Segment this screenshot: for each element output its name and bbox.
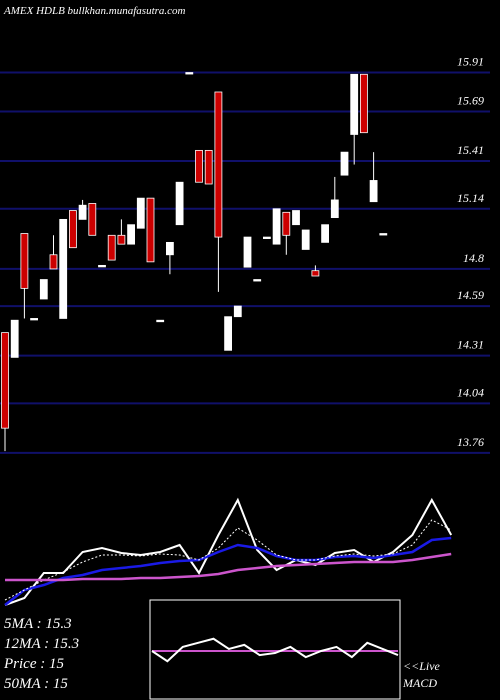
candle-body xyxy=(195,149,203,183)
candle-body xyxy=(1,332,9,429)
candle-body xyxy=(59,218,68,319)
macd-box xyxy=(149,599,401,700)
y-tick-label: 13.76 xyxy=(457,435,484,449)
stat-label: 5MA : 15.3 xyxy=(4,616,72,632)
y-tick-label: 15.69 xyxy=(457,93,484,107)
y-tick-label: 14.31 xyxy=(457,338,484,352)
candle-body xyxy=(98,264,106,268)
y-tick-label: 14.04 xyxy=(457,385,484,399)
candle-body xyxy=(321,224,330,243)
candle-body xyxy=(107,234,116,261)
y-tick-label: 15.14 xyxy=(457,191,484,205)
candle-body xyxy=(224,316,233,351)
candle-body xyxy=(204,149,213,185)
candle-body xyxy=(30,318,39,321)
candle-body xyxy=(69,210,77,249)
candle-body xyxy=(369,180,378,203)
y-tick-label: 14.59 xyxy=(457,288,484,302)
candle-body xyxy=(49,254,58,270)
candle-body xyxy=(165,241,174,256)
candle-body xyxy=(359,73,368,134)
candle-body xyxy=(262,236,271,239)
candle-body xyxy=(214,91,223,238)
candle-body xyxy=(233,305,242,318)
candle-body xyxy=(243,236,252,268)
candle-body xyxy=(301,229,310,250)
candle-body xyxy=(88,203,97,236)
candle-body xyxy=(10,319,19,358)
candle-body xyxy=(311,270,320,277)
y-tick-label: 15.41 xyxy=(457,143,484,157)
candle-body xyxy=(39,279,48,300)
candle-body xyxy=(253,279,262,282)
candle-body xyxy=(379,233,388,236)
candle-body xyxy=(117,234,126,245)
candle-body xyxy=(272,208,281,245)
macd-label: <<Live xyxy=(403,659,441,673)
candle-body xyxy=(136,197,145,229)
candle-body xyxy=(292,210,300,226)
candle-body xyxy=(146,197,155,263)
candle-body xyxy=(20,233,29,289)
header: AMEX HDLB bullkhan.munafasutra.com xyxy=(3,5,186,17)
indicator-line xyxy=(4,519,452,601)
candle-body xyxy=(185,72,194,75)
candle-body xyxy=(330,199,339,219)
macd-label: MACD xyxy=(402,676,437,690)
candle-body xyxy=(156,319,165,323)
y-tick-label: 15.91 xyxy=(457,55,484,69)
candle-body xyxy=(350,73,359,135)
candle-body xyxy=(282,211,291,236)
stat-label: Price : 15 xyxy=(3,656,64,672)
indicator-line xyxy=(5,552,452,582)
indicator-line xyxy=(4,536,452,606)
macd-line xyxy=(151,637,399,663)
candle-body xyxy=(78,204,87,220)
stat-label: 50MA : 15 xyxy=(4,676,68,692)
indicator-line xyxy=(4,497,453,606)
candle-body xyxy=(175,181,184,226)
y-tick-label: 14.8 xyxy=(463,251,484,265)
candle-body xyxy=(127,224,135,245)
candle-body xyxy=(340,151,349,176)
stat-label: 12MA : 15.3 xyxy=(4,636,79,652)
